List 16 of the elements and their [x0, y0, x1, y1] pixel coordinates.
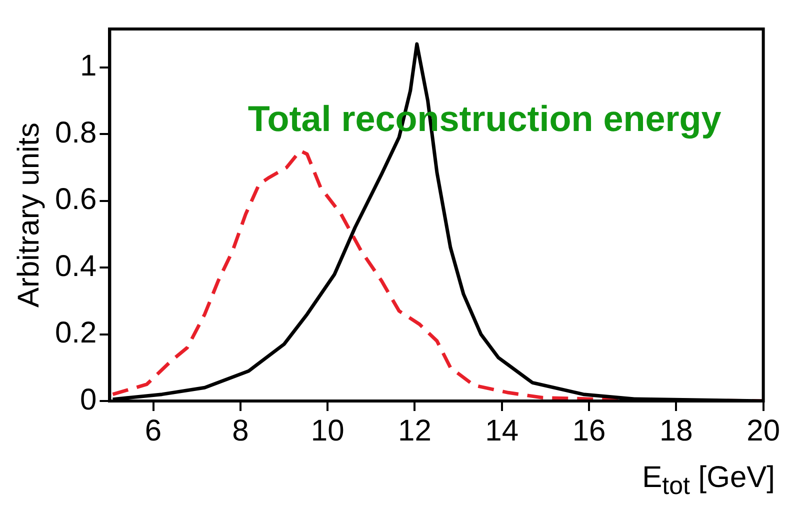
- x-tick-label: 18: [659, 414, 693, 448]
- x-tick-label: 6: [144, 414, 162, 448]
- x-axis-title: E$_{tot}$ [GeV]: [642, 461, 775, 501]
- x-tick-label: 16: [572, 414, 606, 448]
- x-tick-label: 14: [485, 414, 519, 448]
- y-tick-label: 0.4: [54, 250, 97, 283]
- x-tick-label: 10: [310, 414, 344, 448]
- y-axis-title: Arbitrary units: [12, 122, 46, 308]
- x-tick-label: 8: [232, 414, 249, 448]
- x-tick-label: 20: [746, 414, 780, 448]
- y-tick-label: 0: [80, 383, 97, 416]
- y-tick-label: 0.2: [54, 316, 97, 350]
- y-tick-label: 1: [80, 50, 97, 83]
- x-tick-label: 12: [398, 414, 432, 448]
- y-tick-label: 0.8: [54, 116, 97, 150]
- y-tick-label: 0.6: [54, 183, 97, 216]
